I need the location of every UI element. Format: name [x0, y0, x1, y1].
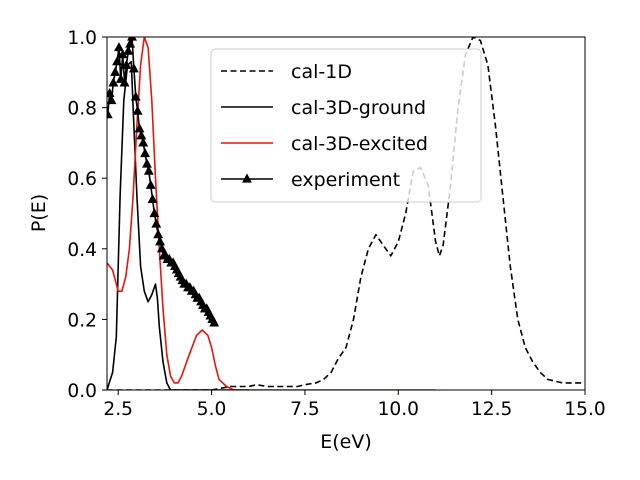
data-point	[128, 63, 139, 73]
data-point	[117, 49, 128, 59]
data-point	[147, 193, 158, 203]
data-point	[145, 179, 156, 189]
x-tick-label: 7.5	[290, 399, 320, 420]
y-tick-label: 1.0	[67, 28, 97, 49]
data-point	[136, 130, 147, 140]
data-point	[156, 243, 167, 253]
y-axis-title: P(E)	[28, 194, 50, 232]
x-tick-label: 2.5	[103, 399, 133, 420]
legend-item-cal-3d-excited: cal-3D-excited	[221, 133, 428, 155]
data-point	[107, 87, 115, 98]
series-line-cal-1d	[107, 37, 585, 390]
series-layer	[107, 37, 585, 390]
legend-item-cal-3d-ground: cal-3D-ground	[221, 97, 426, 119]
data-point	[143, 165, 154, 175]
data-point	[140, 147, 151, 158]
legend-label: cal-1D	[291, 61, 352, 83]
x-tick-label: 12.5	[471, 399, 512, 420]
series-cal-3d-excited	[107, 37, 436, 390]
legend-label: cal-3D-ground	[291, 97, 426, 119]
series-cal-1d	[107, 37, 585, 390]
data-point	[125, 38, 136, 48]
y-tick-label: 0.4	[67, 240, 97, 261]
legend-item-cal-1d: cal-1D	[221, 61, 352, 83]
data-point	[119, 77, 130, 87]
series-experiment	[107, 37, 220, 327]
data-point	[151, 218, 162, 228]
data-point	[110, 66, 121, 76]
x-tick-label: 5.0	[197, 399, 227, 420]
data-point	[132, 105, 143, 115]
legend-marker	[242, 173, 252, 183]
x-tick-label: 10.0	[378, 399, 419, 420]
data-point	[138, 137, 149, 147]
data-point	[142, 158, 152, 168]
data-point	[121, 59, 132, 69]
data-point	[108, 77, 119, 87]
data-point	[153, 229, 164, 239]
x-axis-title: E(eV)	[320, 431, 372, 453]
x-axis: 2.5 5.0 7.5 10.0 12.5 15.0	[103, 390, 606, 420]
legend: cal-1D cal-3D-ground cal-3D-excited experim…	[210, 48, 482, 203]
data-point	[114, 42, 124, 52]
legend-label: cal-3D-excited	[291, 133, 428, 155]
data-point	[107, 109, 113, 119]
plot-frame	[106, 36, 586, 391]
legend-frame	[210, 48, 482, 203]
y-axis: 0.0 0.2 0.4 0.6 0.8 1.0	[67, 28, 107, 402]
data-point	[155, 236, 165, 246]
data-point	[209, 317, 220, 327]
data-point	[127, 37, 137, 41]
legend-label: experiment	[291, 169, 400, 191]
data-point	[112, 56, 123, 66]
legend-item-experiment: experiment	[221, 169, 400, 191]
data-point	[123, 45, 134, 55]
data-point	[107, 95, 117, 105]
x-tick-label: 15.0	[564, 399, 605, 420]
y-tick-label: 0.6	[67, 169, 97, 190]
series-cal-3d-ground	[107, 60, 249, 390]
series-line-cal-3d-excited	[107, 37, 436, 390]
y-tick-label: 0.8	[67, 99, 97, 120]
data-point	[149, 208, 160, 218]
series-line-cal-3d-ground	[107, 60, 249, 390]
y-tick-label: 0.2	[67, 310, 97, 331]
data-point	[134, 123, 145, 133]
data-point	[130, 91, 141, 101]
y-tick-label: 0.0	[67, 381, 97, 402]
